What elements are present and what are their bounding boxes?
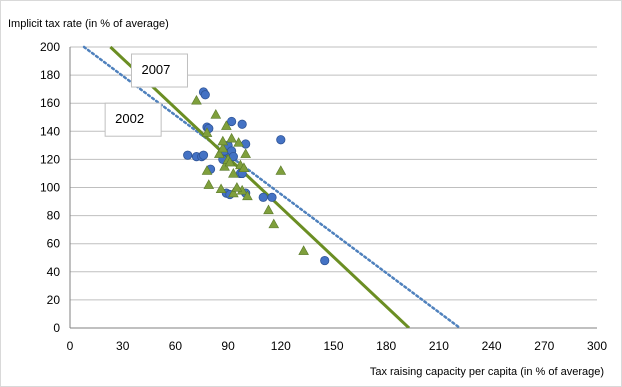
annotation-box-2002 [104, 102, 162, 137]
x-tick-label-30: 30 [116, 339, 130, 353]
point-2002-17 [237, 119, 247, 129]
annotation-label-2007: 2007 [141, 62, 170, 77]
point-2007-2 [201, 165, 213, 175]
y-tick-label-80: 80 [47, 209, 61, 223]
point-2007-5 [214, 148, 225, 158]
x-tick-label-0: 0 [67, 339, 74, 353]
point-2007-14 [228, 187, 239, 198]
point-2002-19 [241, 139, 251, 149]
trendlines [82, 45, 462, 328]
x-tick-label-90: 90 [221, 339, 235, 353]
x-tick-label-270: 270 [534, 339, 554, 353]
point-2007-4 [210, 109, 222, 119]
x-axis-title: Tax raising capacity per capita (in % of… [370, 366, 604, 378]
point-2007-23 [275, 165, 287, 175]
point-2002-22 [276, 135, 286, 145]
x-tick-label-120: 120 [271, 339, 291, 353]
point-2007-0 [191, 94, 202, 105]
point-2007-18 [238, 162, 250, 172]
x-tick-label-150: 150 [323, 339, 343, 353]
point-2007-6 [215, 183, 227, 194]
y-tick-label-200: 200 [40, 40, 60, 54]
y-tick-label-100: 100 [40, 181, 60, 195]
point-2007-25 [217, 135, 229, 146]
y-tick-label-0: 0 [53, 321, 60, 335]
data-points [183, 87, 330, 266]
point-2002-21 [267, 192, 277, 202]
x-tick-label-60: 60 [169, 339, 183, 353]
y-tick-label-140: 140 [40, 124, 60, 138]
y-tick-label-40: 40 [47, 265, 61, 279]
x-tick-label-180: 180 [376, 339, 396, 353]
point-2007-26 [231, 182, 243, 192]
annotations: 2007 2002 [104, 53, 188, 137]
annotation-label-2002: 2002 [115, 111, 144, 126]
point-2002-5 [200, 90, 210, 100]
x-tick-label-300: 300 [587, 339, 607, 353]
point-2002-23 [320, 255, 330, 266]
y-axis-title: Implicit tax rate (in % of average) [8, 18, 169, 30]
annotation-box-2007 [130, 53, 188, 88]
point-2002-13 [227, 116, 237, 127]
point-2007-24 [298, 245, 309, 255]
point-2007-12 [226, 132, 237, 143]
point-2007-22 [268, 218, 280, 229]
y-tick-label-60: 60 [47, 237, 61, 251]
y-tick-label-180: 180 [40, 68, 60, 82]
x-tick-label-210: 210 [429, 339, 449, 353]
point-2007-9 [221, 120, 232, 130]
point-2007-3 [203, 179, 215, 189]
trendline-2002 [82, 45, 462, 328]
point-2007-7 [217, 142, 229, 153]
point-2007-15 [233, 137, 244, 147]
y-tick-label-20: 20 [47, 293, 61, 307]
tick-labels: 0 20 40 60 80 100 120 140 160 180 200 0 30 60 90 120 150… [40, 40, 607, 353]
point-2007-11 [224, 156, 236, 167]
y-tick-label-120: 120 [40, 152, 60, 166]
point-2007-20 [242, 190, 253, 201]
point-2007-13 [228, 168, 239, 178]
point-2002-0 [183, 150, 193, 160]
point-2002-3 [198, 150, 209, 160]
trendline-2007 [109, 45, 411, 328]
point-2002-20 [258, 192, 268, 202]
y-tick-label-160: 160 [40, 96, 60, 110]
point-2007-19 [240, 148, 251, 158]
point-2007-1 [201, 127, 213, 137]
axes [69, 47, 597, 329]
x-tick-label-240: 240 [482, 339, 502, 353]
point-2007-21 [263, 204, 274, 215]
